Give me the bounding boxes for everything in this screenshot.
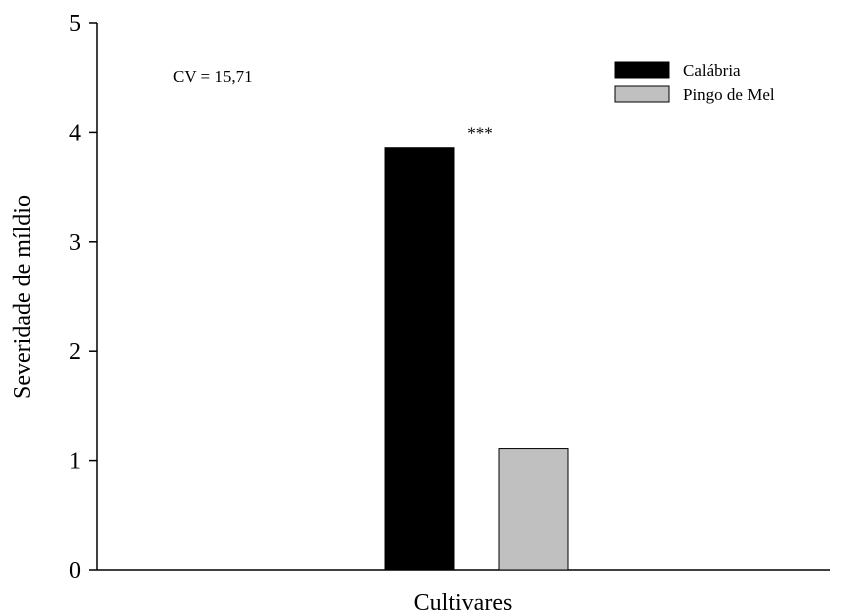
legend-label-calabria: Calábria xyxy=(683,61,741,80)
y-tick-label: 2 xyxy=(69,339,81,365)
legend-swatch-pingo-de-mel xyxy=(614,85,670,103)
y-tick-label: 5 xyxy=(69,11,81,37)
y-axis-title: Severidade de míldio xyxy=(10,195,36,399)
legend: Calábria Pingo de Mel xyxy=(614,61,775,104)
significance-label: *** xyxy=(467,124,493,143)
y-tick-label: 3 xyxy=(69,230,81,256)
cv-annotation: CV = 15,71 xyxy=(173,67,253,86)
legend-swatch-calabria xyxy=(614,61,670,79)
bars: *** xyxy=(384,124,569,571)
bar-cal-bria xyxy=(384,147,455,571)
x-axis-title: Cultivares xyxy=(414,590,513,616)
y-tick-label: 1 xyxy=(69,449,81,475)
bar-pingo-de-mel xyxy=(498,448,569,571)
y-tick-label: 0 xyxy=(69,558,81,584)
legend-label-pingo-de-mel: Pingo de Mel xyxy=(683,85,775,104)
plot-area: 0 1 2 3 4 5 *** xyxy=(69,11,830,584)
y-tick-label: 4 xyxy=(69,120,81,146)
y-axis-ticks: 0 1 2 3 4 5 xyxy=(69,11,97,584)
